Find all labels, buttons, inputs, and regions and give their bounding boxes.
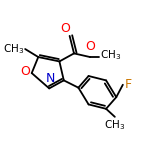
Text: CH$_3$: CH$_3$ bbox=[100, 48, 121, 62]
Text: N: N bbox=[45, 72, 55, 85]
Text: O: O bbox=[85, 40, 95, 53]
Text: CH$_3$: CH$_3$ bbox=[104, 118, 125, 132]
Text: CH$_3$: CH$_3$ bbox=[3, 42, 24, 56]
Text: O: O bbox=[60, 22, 70, 35]
Text: O: O bbox=[20, 65, 30, 78]
Text: F: F bbox=[124, 78, 131, 91]
